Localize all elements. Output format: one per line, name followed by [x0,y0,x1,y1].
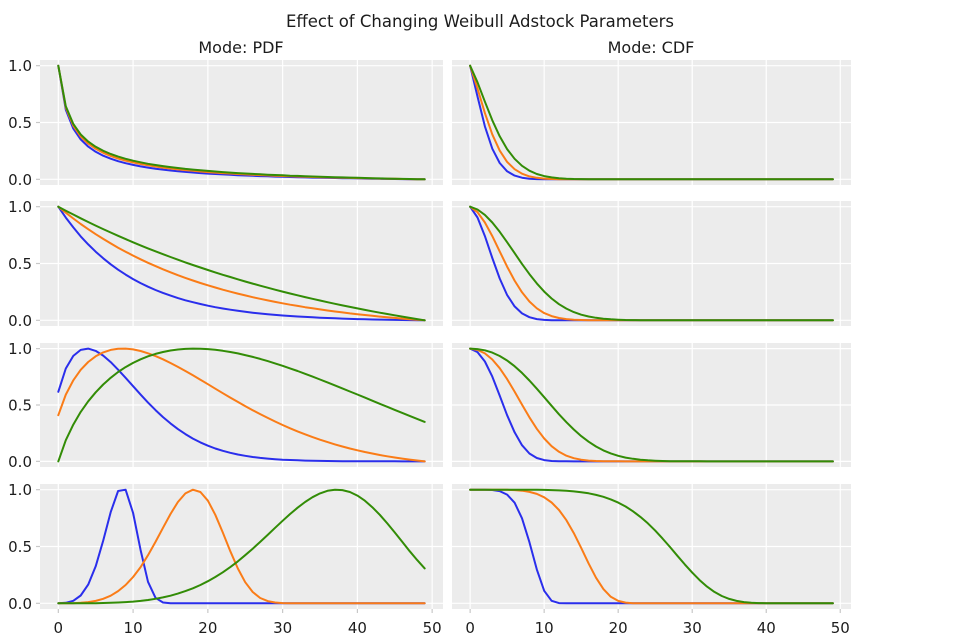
subplots-group: 1.0 0.5 0.0 1.0 0.5 0.0 1.0 0.5 0.0 1.0 0.5 0.0 0 10 2… [8,57,851,637]
subplot-cdf-row4: 0 10 20 30 40 50 [452,484,851,637]
y-tick-label: 1.0 [8,57,32,75]
y-tick-label: 0.5 [8,255,32,273]
subplot-cdf-row1 [452,60,851,185]
x-tick-label: 20 [198,619,217,637]
figure-suptitle: Effect of Changing Weibull Adstock Param… [286,12,674,31]
x-tick-label: 50 [831,619,850,637]
subplot-pdf-row1: 1.0 0.5 0.0 [8,57,443,189]
x-tick-label: 10 [124,619,143,637]
series-line-scale-10 [57,205,426,322]
series-line-scale-40 [57,347,426,463]
series-line-scale-40 [469,64,834,181]
y-tick-label: 1.0 [8,198,32,216]
x-tick-label: 40 [757,619,776,637]
series-line-scale-20 [57,347,426,463]
x-tick-label: 0 [465,619,475,637]
x-tick-label: 50 [423,619,442,637]
series-line-scale-20 [57,488,426,605]
x-tick-label: 20 [609,619,628,637]
y-tick-label: 0.0 [8,171,32,189]
y-tick-label: 0.0 [8,312,32,330]
y-tick-label: 0.0 [8,595,32,613]
series-line-scale-20 [57,205,426,322]
x-tick-label: 30 [273,619,292,637]
subplot-pdf-row3: 1.0 0.5 0.0 [8,340,443,471]
y-tick-label: 0.0 [8,453,32,471]
y-tick-label: 0.5 [8,538,32,556]
x-tick-label: 40 [348,619,367,637]
subplot-pdf-row4: 1.0 0.5 0.0 0 10 20 30 40 50 [8,481,443,637]
x-tick-label: 0 [54,619,64,637]
series-line-scale-40 [57,64,426,181]
series-line-scale-40 [57,488,426,605]
series-line-scale-40 [469,488,834,605]
x-tick-label: 10 [535,619,554,637]
column-title-cdf: Mode: CDF [608,38,695,57]
y-tick-label: 0.5 [8,114,32,132]
series-line-scale-40 [57,205,426,322]
y-tick-label: 1.0 [8,481,32,499]
series-line-scale-40 [469,205,834,322]
series-line-scale-40 [469,347,834,463]
x-tick-label: 30 [683,619,702,637]
subplot-cdf-row3 [452,343,851,467]
y-tick-label: 1.0 [8,340,32,358]
column-title-pdf: Mode: PDF [198,38,283,57]
subplot-cdf-row2 [452,201,851,326]
y-tick-label: 0.5 [8,397,32,415]
subplot-pdf-row2: 1.0 0.5 0.0 [8,198,443,330]
